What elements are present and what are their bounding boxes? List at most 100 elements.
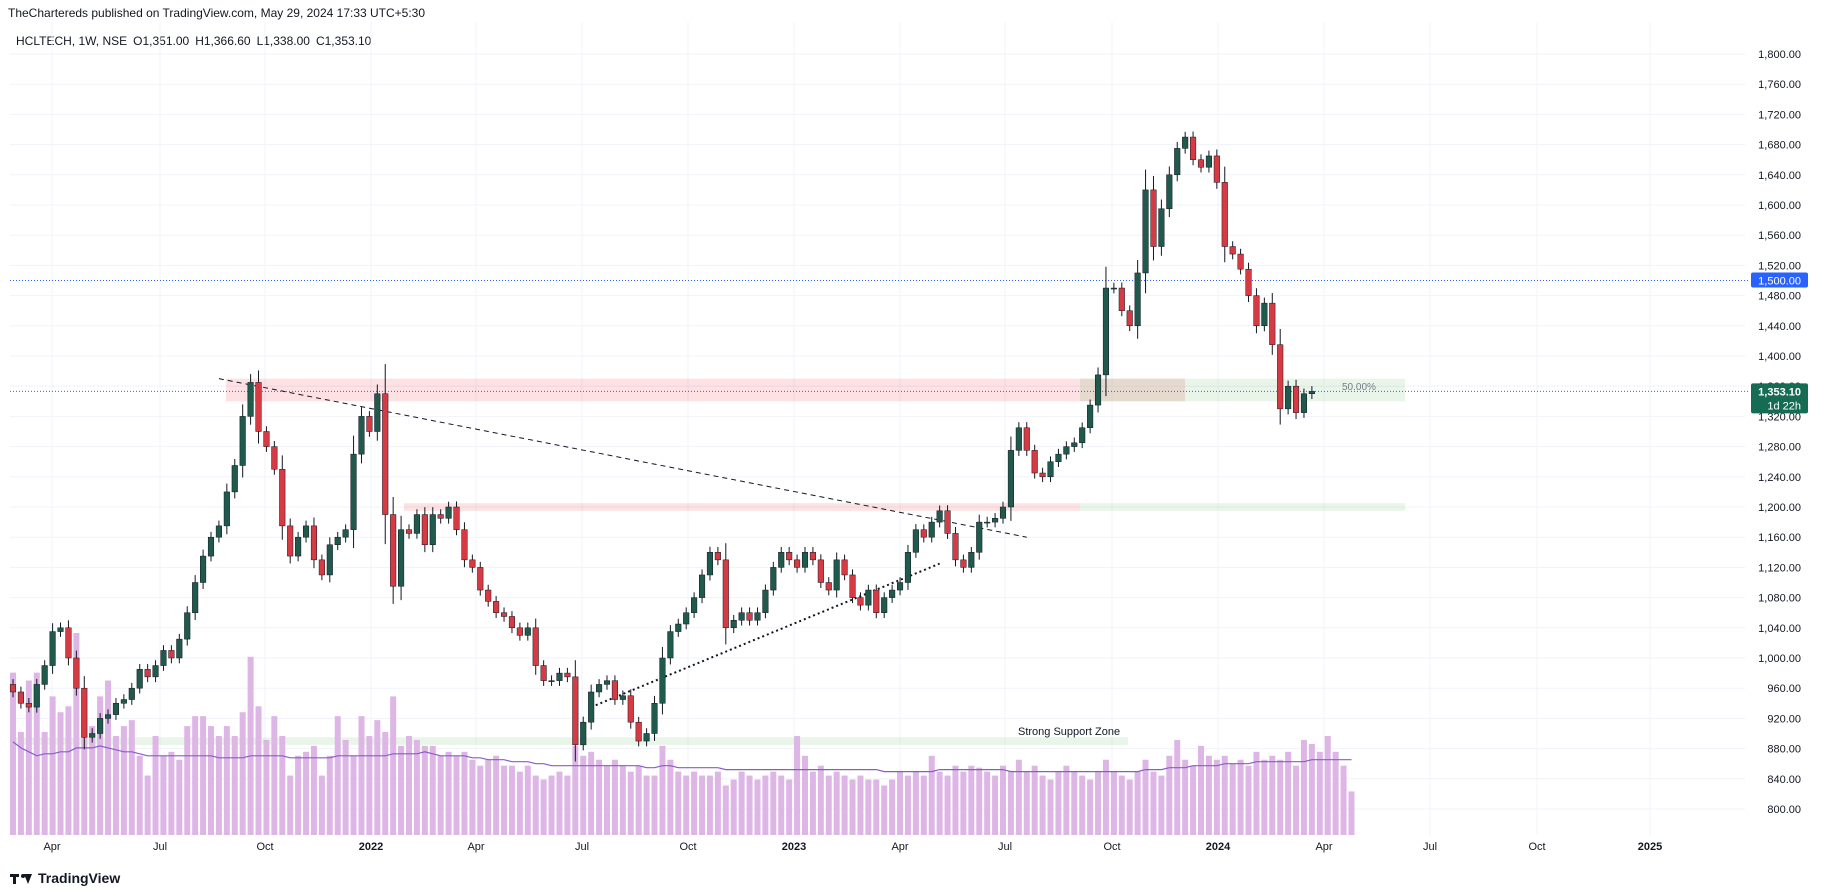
- volume-bar: [279, 735, 286, 835]
- y-tick-label: 1,040.00: [1758, 623, 1801, 635]
- candle-up: [651, 703, 658, 734]
- volume-bar: [714, 771, 721, 835]
- volume-bar: [10, 672, 16, 835]
- candle-up: [770, 567, 777, 591]
- volume-bar: [310, 745, 317, 835]
- candle-down: [390, 514, 397, 587]
- candle-up: [1094, 374, 1102, 406]
- volume-bar: [461, 751, 468, 835]
- y-tick-label: 1,440.00: [1758, 321, 1801, 333]
- candle-down: [168, 650, 175, 659]
- volume-bar: [176, 759, 183, 835]
- volume-bar: [120, 726, 127, 835]
- tradingview-logo[interactable]: TradingView: [10, 870, 120, 886]
- volume-bar: [208, 726, 214, 835]
- volume-bar: [334, 716, 341, 835]
- y-tick-label: 1,760.00: [1758, 79, 1801, 91]
- candle-up: [1300, 393, 1308, 413]
- volume-bar: [342, 739, 349, 835]
- y-tick-label: 800.00: [1767, 804, 1801, 816]
- y-tick-label: 960.00: [1767, 683, 1801, 695]
- volume-bar: [857, 775, 864, 835]
- candle-down: [287, 525, 294, 557]
- candle-up: [1102, 287, 1110, 376]
- candle-down: [25, 703, 32, 708]
- volume-bar: [904, 775, 911, 835]
- volume-bar: [762, 775, 769, 835]
- candle-up: [200, 555, 207, 583]
- volume-bar: [1055, 771, 1062, 835]
- volume-bar: [881, 785, 888, 835]
- annotation-strong-support-zone: Strong Support Zone: [1018, 726, 1120, 738]
- candle-up: [1205, 155, 1212, 168]
- candle-up: [1087, 404, 1094, 428]
- candle-down: [1229, 246, 1236, 255]
- volume-bar: [1063, 765, 1070, 835]
- volume-bar: [912, 771, 919, 835]
- volume-bar: [817, 765, 824, 835]
- volume-bar: [1039, 775, 1046, 835]
- volume-bar: [683, 775, 690, 835]
- volume-bar: [287, 775, 294, 835]
- volume-bar: [366, 735, 373, 835]
- candle-up: [97, 718, 104, 734]
- candle-up: [247, 382, 254, 417]
- zone-green: [1080, 503, 1405, 511]
- volume-bar: [1047, 779, 1054, 835]
- candle-down: [746, 612, 753, 621]
- volume-bar: [1269, 755, 1276, 835]
- candle-up: [1166, 174, 1173, 210]
- volume-bar: [318, 775, 325, 835]
- volume-bar: [152, 735, 159, 835]
- zone-red: [226, 378, 1185, 402]
- y-tick-label: 1,640.00: [1758, 170, 1801, 182]
- volume-bar: [1213, 759, 1220, 835]
- candle-down: [493, 601, 500, 613]
- candle-up: [912, 529, 919, 553]
- candle-up: [889, 589, 896, 598]
- volume-bar: [453, 755, 460, 835]
- candle-down: [809, 552, 816, 561]
- symbol-label[interactable]: HCLTECH, 1W, NSE: [16, 34, 128, 48]
- zone-red: [404, 503, 1080, 511]
- candle-down: [714, 552, 721, 561]
- price-label-box: [1751, 383, 1808, 414]
- candle-up: [1158, 208, 1165, 247]
- volume-bar: [976, 767, 983, 835]
- volume-bar: [374, 720, 381, 835]
- candle-down: [263, 431, 270, 447]
- candle-up: [350, 453, 357, 530]
- volume-bar: [1007, 771, 1014, 835]
- candle-down: [540, 665, 547, 681]
- volume-bar: [643, 775, 650, 835]
- volume-bar: [1174, 739, 1181, 835]
- candle-up: [445, 506, 452, 519]
- volume-bar: [382, 732, 389, 835]
- candle-down: [1190, 136, 1197, 160]
- candle-up: [1055, 453, 1062, 462]
- brand-label: TradingView: [38, 870, 121, 886]
- y-tick-label: 1,000.00: [1758, 653, 1801, 665]
- volume-bar: [326, 755, 333, 835]
- volume-bar: [532, 775, 539, 835]
- volume-bar: [968, 765, 975, 835]
- candle-up: [603, 680, 611, 685]
- volume-bar: [239, 712, 246, 835]
- candle-down: [627, 695, 634, 723]
- candle-up: [524, 627, 531, 636]
- x-tick-label: 2023: [782, 841, 806, 853]
- candle-down: [485, 589, 492, 602]
- candle-down: [382, 393, 389, 515]
- volume-bar: [635, 765, 642, 835]
- candle-up: [223, 491, 230, 527]
- candle-down: [310, 525, 318, 561]
- candle-up: [762, 589, 769, 613]
- volume-bar: [865, 779, 872, 835]
- x-tick-label: 2024: [1206, 841, 1231, 853]
- x-tick-label: Jul: [998, 841, 1012, 853]
- volume-bar: [485, 759, 492, 835]
- candle-down: [873, 589, 880, 613]
- volume-bar: [564, 775, 571, 835]
- volume-bar: [421, 745, 428, 835]
